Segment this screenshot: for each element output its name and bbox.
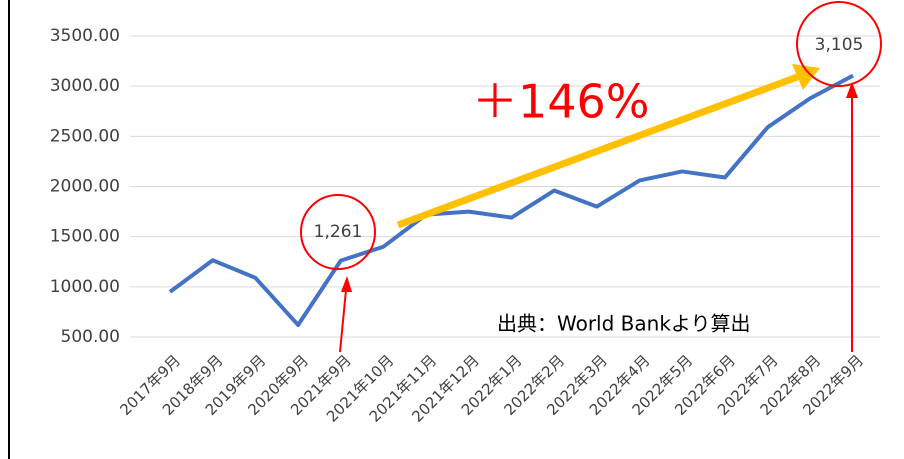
pointer-arrow-head <box>341 276 352 292</box>
y-tick-label: 3500.00 <box>50 26 120 46</box>
data-label: 3,105 <box>815 35 864 55</box>
y-tick-label: 1500.00 <box>50 227 120 247</box>
series-line <box>168 73 854 327</box>
growth-annotation: ＋146% <box>472 75 650 129</box>
data-label: 1,261 <box>314 222 363 242</box>
pointer-arrow-head <box>846 82 858 98</box>
source-note: 出典：World Bankより算出 <box>497 312 751 336</box>
highlight-circle <box>300 194 376 270</box>
y-tick-label: 500.00 <box>61 327 120 347</box>
trend-arrow <box>396 72 802 229</box>
y-tick-label: 2500.00 <box>50 126 120 146</box>
trend-arrow-head <box>792 64 820 90</box>
y-tick-label: 1000.00 <box>50 277 120 297</box>
y-tick-label: 3000.00 <box>50 76 120 96</box>
highlight-circle <box>796 1 882 87</box>
y-tick-label: 2000.00 <box>50 177 120 197</box>
pointer-arrow <box>339 289 347 353</box>
